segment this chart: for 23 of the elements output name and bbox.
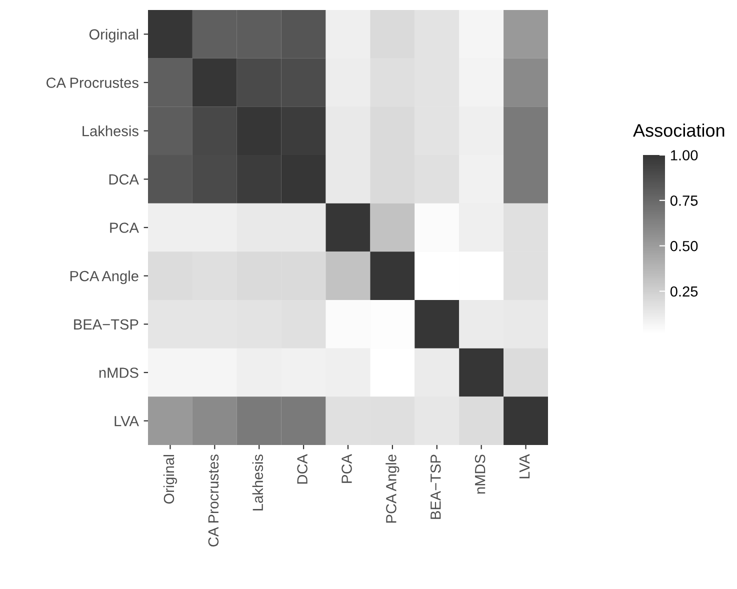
x-tick-label: CA Procrustes	[208, 454, 219, 546]
y-tick-label: PCA	[110, 222, 139, 233]
x-tick-label: BEA−TSP	[430, 454, 441, 519]
y-tick-label: BEA−TSP	[74, 319, 138, 330]
color-bar-label: 0.50	[670, 240, 698, 252]
x-tick-label: Original	[163, 455, 178, 504]
y-tick-label: DCA	[109, 174, 139, 185]
x-tick-label: LVA	[520, 454, 530, 478]
y-tick-label: LVA	[114, 416, 139, 426]
color-bar-label: 1.00	[670, 150, 698, 160]
y-tick-label: Lakhesis	[82, 126, 138, 136]
x-tick-label: Lakhesis	[252, 454, 264, 510]
color-bar-label: 0.75	[670, 196, 698, 206]
y-tick-label: Original	[89, 28, 138, 42]
color-bar-label: 0.25	[670, 286, 698, 297]
x-tick-label: PCA	[342, 454, 352, 483]
y-tick-label: nMDS	[99, 368, 138, 378]
y-tick-label: CA Procrustes	[46, 78, 138, 88]
x-tick-label: nMDS	[474, 454, 486, 494]
legend-title: Association	[633, 124, 724, 137]
x-tick-label: DCA	[297, 454, 308, 484]
x-tick-label: PCA Angle	[386, 454, 400, 523]
y-tick-label: PCA Angle	[70, 270, 138, 284]
